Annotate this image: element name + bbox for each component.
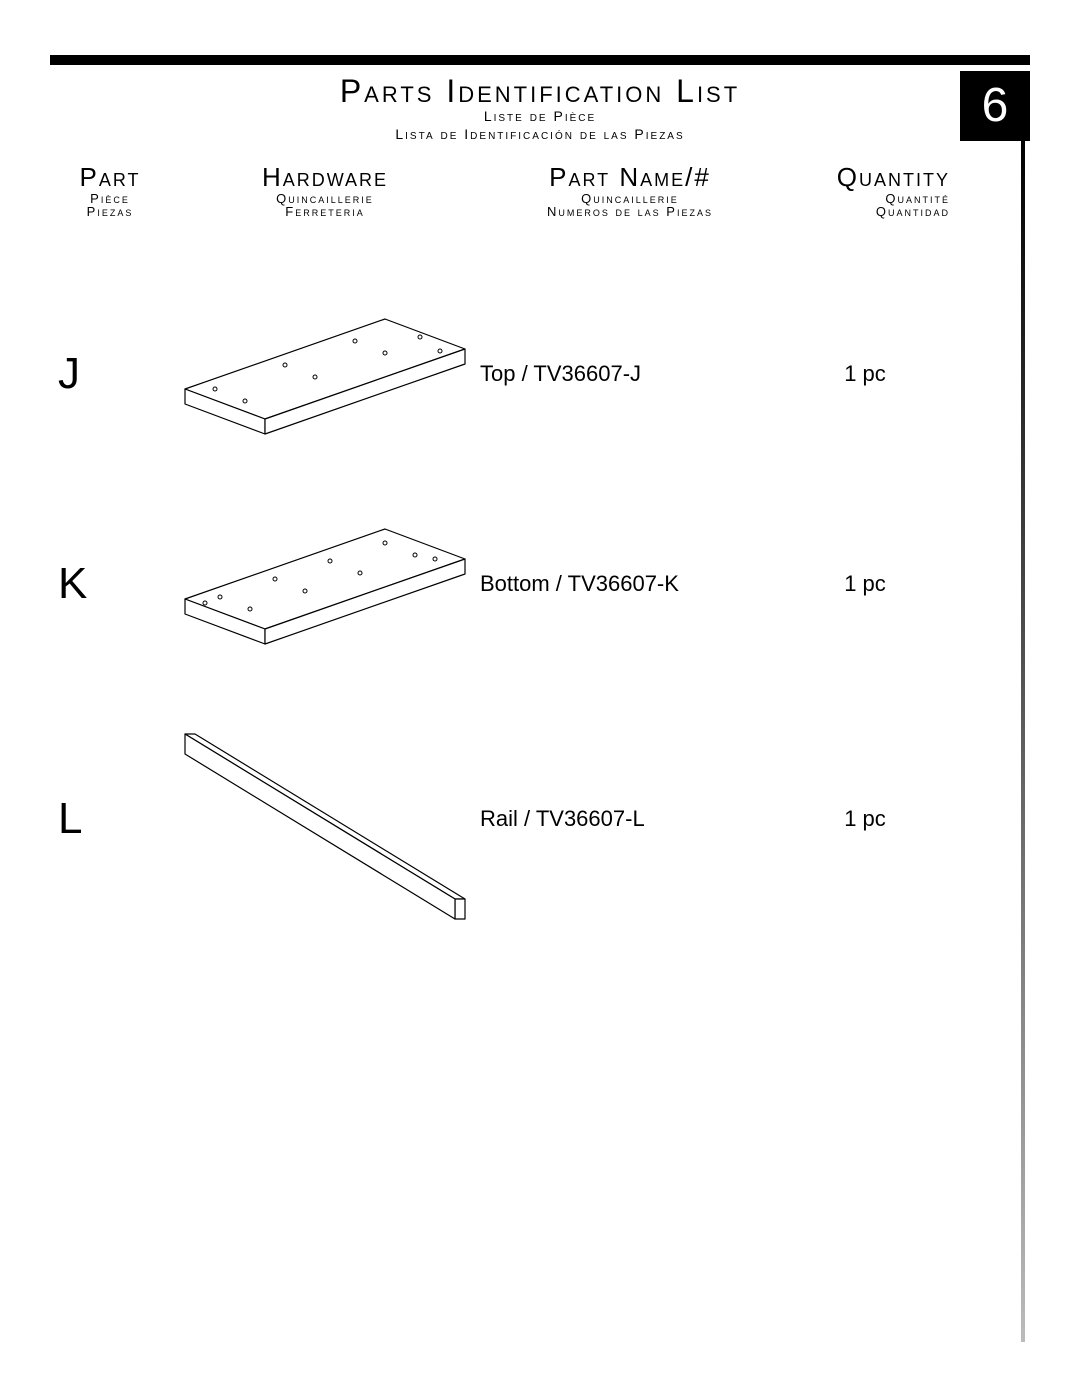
panel-k-icon (175, 499, 475, 669)
part-letter: L (50, 794, 170, 844)
col-part-es: Piezas (50, 204, 170, 219)
part-qty: 1 pc (780, 806, 960, 832)
part-letter: J (50, 349, 170, 399)
part-qty: 1 pc (780, 361, 960, 387)
col-hardware-es: Ferreteria (170, 204, 480, 219)
col-header-name: Part Name/# Quincaillerie Numeros de las… (480, 162, 780, 219)
top-rule (50, 55, 1030, 65)
title-fr: Liste de Pièce (50, 108, 1030, 124)
col-header-qty: Quantity Quantité Quantidad (780, 162, 960, 219)
table-row: K Bottom / TV36607-K 1 (50, 479, 1030, 689)
part-diagram-k (170, 499, 480, 669)
col-header-part: Part Pièce Piezas (50, 162, 170, 219)
page: 6 Parts Identification List Liste de Piè… (50, 55, 1030, 1342)
col-qty-es: Quantidad (780, 204, 950, 219)
rail-l-icon (175, 704, 475, 934)
part-qty: 1 pc (780, 571, 960, 597)
col-name-en: Part Name/# (480, 162, 780, 193)
table-row: L Rail / TV36607-L 1 pc (50, 689, 1030, 949)
table-row: J (50, 269, 1030, 479)
col-part-en: Part (50, 162, 170, 193)
parts-rows: J (50, 269, 1030, 949)
part-diagram-l (170, 704, 480, 934)
title-main: Parts Identification List (50, 73, 1030, 110)
page-number: 6 (960, 71, 1030, 141)
header: 6 Parts Identification List Liste de Piè… (50, 73, 1030, 219)
col-hardware-en: Hardware (170, 162, 480, 193)
part-name: Rail / TV36607-L (480, 806, 780, 832)
part-diagram-j (170, 289, 480, 459)
col-qty-en: Quantity (780, 162, 950, 193)
panel-j-icon (175, 289, 475, 459)
right-rule (1021, 135, 1025, 1342)
column-headers: Part Pièce Piezas Hardware Quincaillerie… (50, 162, 1030, 219)
part-letter: K (50, 559, 170, 609)
col-name-es: Numeros de las Piezas (480, 204, 780, 219)
col-header-hardware: Hardware Quincaillerie Ferreteria (170, 162, 480, 219)
title-es: Lista de Identificación de las Piezas (50, 126, 1030, 142)
part-name: Top / TV36607-J (480, 361, 780, 387)
part-name: Bottom / TV36607-K (480, 571, 780, 597)
title-block: Parts Identification List Liste de Pièce… (50, 73, 1030, 142)
